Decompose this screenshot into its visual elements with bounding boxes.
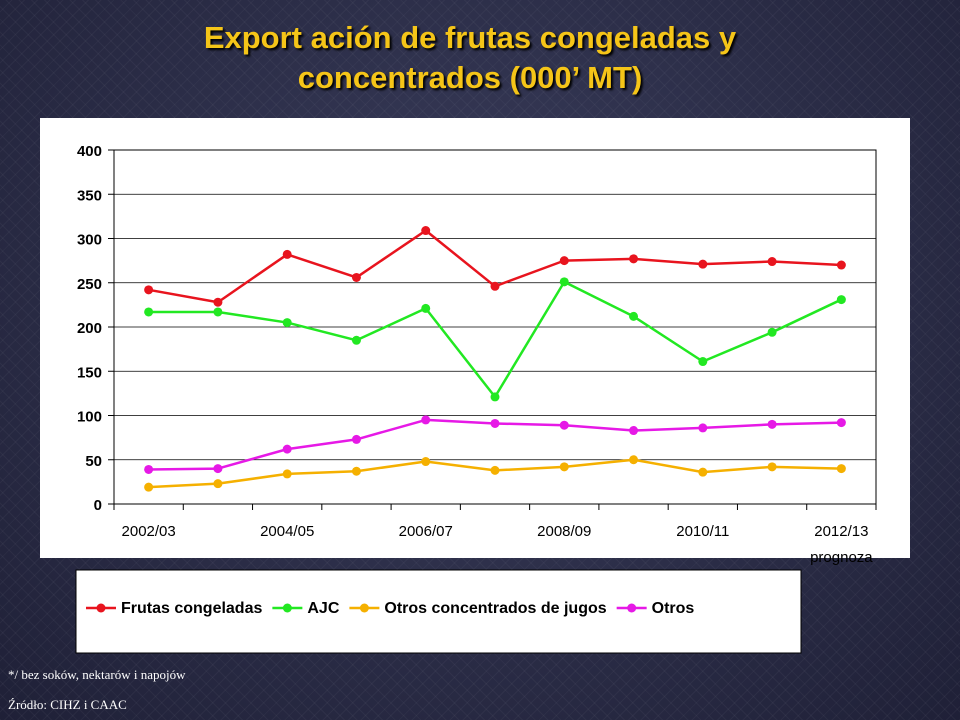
data-point (351, 335, 361, 345)
title-line-2: concentrados (000’ MT) (297, 60, 643, 95)
x-tick-label: 2004/05 (260, 523, 314, 540)
source-note: Źródło: CIHZ i CAAC (8, 697, 127, 712)
data-point (767, 462, 777, 472)
data-point (144, 285, 154, 295)
x-tick-label: 2010/11 (676, 523, 729, 540)
data-point (351, 466, 361, 476)
data-point (698, 357, 708, 367)
data-point (213, 297, 223, 307)
data-point (144, 464, 154, 474)
page-title: Export ación de frutas congeladas y conc… (100, 18, 840, 98)
data-point (282, 318, 292, 328)
data-point (559, 277, 569, 287)
legend-label: AJC (307, 600, 339, 617)
data-point (836, 464, 846, 474)
data-point (351, 434, 361, 444)
data-point (282, 469, 292, 479)
x-tick-label: 2012/13 (814, 523, 868, 540)
data-point (213, 307, 223, 317)
y-tick-label: 200 (77, 320, 102, 337)
data-point (490, 418, 500, 428)
legend-label: Otros concentrados de jugos (384, 600, 606, 617)
y-tick-label: 100 (77, 409, 102, 426)
data-point (421, 226, 431, 236)
legend-marker (627, 603, 637, 613)
data-point (490, 281, 500, 291)
data-point (282, 444, 292, 454)
data-point (490, 392, 500, 402)
data-point (559, 420, 569, 430)
data-point (144, 482, 154, 492)
data-point (629, 455, 639, 465)
legend-marker (282, 603, 292, 613)
data-point (351, 272, 361, 282)
y-tick-label: 150 (77, 364, 102, 381)
x-tick-label: 2008/09 (537, 523, 591, 540)
y-tick-label: 400 (77, 143, 102, 160)
data-point (629, 426, 639, 436)
data-point (767, 327, 777, 337)
data-point (213, 479, 223, 489)
y-tick-label: 300 (77, 232, 102, 249)
data-point (559, 256, 569, 266)
x-tick-label: 2002/03 (122, 523, 176, 540)
chart-area (40, 118, 910, 558)
data-point (282, 249, 292, 259)
footnote: */ bez soków, nektarów i napojów (8, 667, 186, 682)
data-point (629, 311, 639, 321)
data-point (559, 462, 569, 472)
data-point (421, 457, 431, 467)
y-tick-label: 350 (77, 187, 102, 204)
data-point (213, 464, 223, 474)
x-tick-label: 2006/07 (399, 523, 453, 540)
data-point (144, 307, 154, 317)
data-point (698, 423, 708, 433)
data-point (421, 415, 431, 425)
data-point (767, 257, 777, 267)
data-point (629, 254, 639, 264)
data-point (698, 259, 708, 269)
legend-marker (96, 603, 106, 613)
data-point (421, 303, 431, 313)
legend-label: Otros (652, 600, 695, 617)
y-tick-label: 250 (77, 276, 102, 293)
legend-label: Frutas congeladas (121, 600, 262, 617)
title-line-1: Export ación de frutas congeladas y (203, 20, 737, 55)
data-point (698, 467, 708, 477)
legend-box (75, 569, 802, 654)
x-tick-sublabel: prognoza (810, 549, 873, 566)
legend-marker (359, 603, 369, 613)
y-tick-label: 0 (94, 497, 102, 514)
data-point (490, 465, 500, 475)
data-point (767, 419, 777, 429)
data-point (836, 260, 846, 270)
data-point (836, 295, 846, 305)
data-point (836, 418, 846, 428)
y-tick-label: 50 (85, 453, 102, 470)
